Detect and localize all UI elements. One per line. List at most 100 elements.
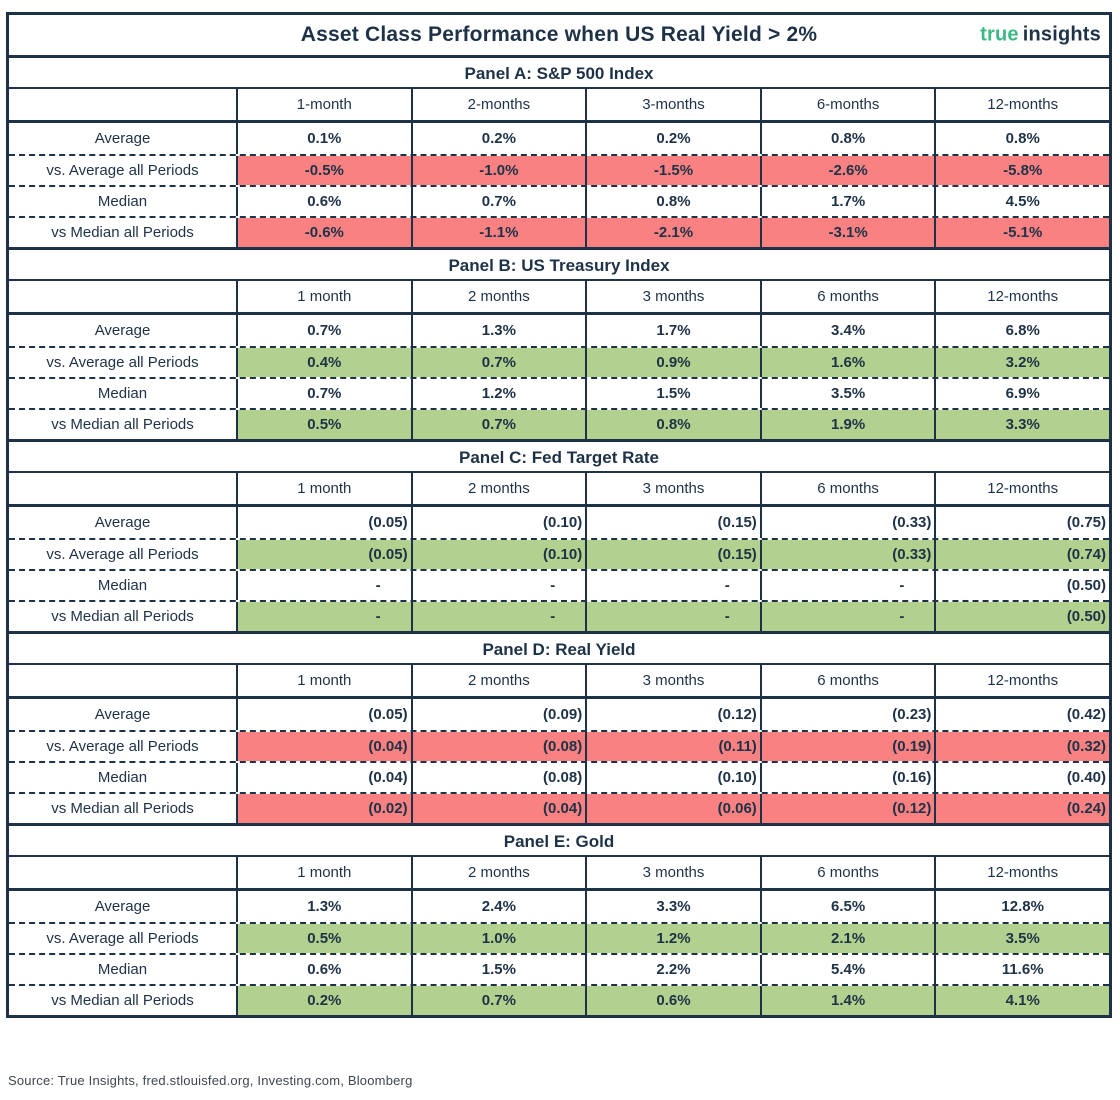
panel-b-column-header-0: 1 month	[236, 281, 411, 312]
panel-e-value-1-0: 0.5%	[236, 924, 411, 953]
panel-e-value-2-0: 0.6%	[236, 955, 411, 984]
panel-e-column-header-1: 2 months	[410, 857, 586, 888]
panel-b-row-label-1: vs. Average all Periods	[46, 354, 199, 371]
panel-a-table-row-0: Average 0.1% 0.2% 0.2% 0.8% 0.8%	[9, 123, 1109, 154]
panel-b-value-0-0: 0.7%	[236, 315, 411, 346]
source-note: Source: True Insights, fred.stlouisfed.o…	[8, 1073, 413, 1088]
panel-a-value-3-2: -2.1%	[585, 218, 760, 247]
panel-a-table-row-2: Median 0.6% 0.7% 0.8% 1.7% 4.5%	[9, 185, 1109, 216]
panel-d-row-label-2: Median	[97, 769, 148, 786]
panel-d-value-3-3: (0.12)	[759, 794, 935, 823]
panel-d-column-header-2: 3 months	[585, 665, 760, 696]
panel-e-value-2-1: 1.5%	[410, 955, 586, 984]
panel-a-value-2-3: 1.7%	[759, 187, 935, 216]
panel-c-value-3-1: -	[410, 602, 586, 631]
panel-d-value-3-4: (0.24)	[934, 794, 1109, 823]
panel-e-title: Panel E: Gold	[9, 826, 1109, 857]
panel-a-value-0-1: 0.2%	[410, 123, 586, 154]
panel-b-column-header-4: 12-months	[934, 281, 1109, 312]
panel-d-value-2-0: (0.04)	[236, 763, 411, 792]
panel-a-value-0-0: 0.1%	[236, 123, 411, 154]
panel-c-table-row-2: Median - - - - (0.50)	[9, 569, 1109, 600]
panel-c-value-0-0: (0.05)	[236, 507, 411, 538]
panel-c-value-0-3: (0.33)	[759, 507, 935, 538]
panel-a-column-header-1: 2-months	[410, 89, 586, 120]
panel-b-value-0-3: 3.4%	[759, 315, 935, 346]
panel-e-value-3-0: 0.2%	[236, 986, 411, 1015]
panel-e-row-label-2: Median	[97, 961, 148, 978]
panel-d-value-3-2: (0.06)	[585, 794, 760, 823]
panel-d-value-0-4: (0.42)	[934, 699, 1109, 730]
panel-b-row-label-0: Average	[94, 322, 151, 339]
panel-d-table-row-0: Average (0.05) (0.09) (0.12) (0.23) (0.42)	[9, 699, 1109, 730]
panel-e-value-0-1: 2.4%	[410, 891, 586, 922]
panel-d-row-label-3: vs Median all Periods	[51, 800, 194, 817]
panel-d-column-header-0: 1 month	[236, 665, 411, 696]
panel-a-value-2-4: 4.5%	[934, 187, 1109, 216]
panel-d-value-2-4: (0.40)	[934, 763, 1109, 792]
panel-c-column-header-1: 2 months	[410, 473, 586, 504]
panel-b-value-2-4: 6.9%	[934, 379, 1109, 408]
panel-a-value-1-3: -2.6%	[759, 156, 935, 185]
panel-e-corner-cell	[9, 857, 236, 888]
panel-c-value-1-3: (0.33)	[759, 540, 935, 569]
panel-b-value-3-3: 1.9%	[759, 410, 935, 439]
panel-e-value-1-2: 1.2%	[585, 924, 760, 953]
panel-a-title: Panel A: S&P 500 Index	[9, 58, 1109, 89]
panel-d-title: Panel D: Real Yield	[9, 634, 1109, 665]
panel-c-row-label-1: vs. Average all Periods	[46, 546, 199, 563]
panel-e-table-row-3: vs Median all Periods 0.2% 0.7% 0.6% 1.4% 4.1…	[9, 984, 1109, 1015]
panel-a-column-header-4: 12-months	[934, 89, 1109, 120]
panel-d-row-label-0: Average	[94, 706, 151, 723]
panel-c-value-2-4: (0.50)	[934, 571, 1109, 600]
panel-e-table-row-1: vs. Average all Periods 0.5% 1.0% 1.2% 2.1% 3…	[9, 922, 1109, 953]
logo-word-insights: insights	[1022, 23, 1101, 46]
panel-e: Panel E: Gold 1 month 2 months 3 months 6 mo…	[9, 823, 1109, 1015]
panel-c-row-label-0: Average	[94, 514, 151, 531]
panel-e-value-0-4: 12.8%	[934, 891, 1109, 922]
panel-d-header-row: 1 month 2 months 3 months 6 months 12-months	[9, 665, 1109, 699]
panel-b-column-header-1: 2 months	[410, 281, 586, 312]
panel-e-value-1-3: 2.1%	[759, 924, 935, 953]
panel-a-row-label-1: vs. Average all Periods	[46, 162, 199, 179]
panel-d-value-0-1: (0.09)	[410, 699, 586, 730]
panel-c-value-2-3: -	[759, 571, 935, 600]
panel-a: Panel A: S&P 500 Index 1-month 2-months 3-m…	[9, 58, 1109, 247]
panel-d-value-3-0: (0.02)	[236, 794, 411, 823]
panel-b-value-2-3: 3.5%	[759, 379, 935, 408]
panel-a-column-header-2: 3-months	[585, 89, 760, 120]
panel-e-value-2-2: 2.2%	[585, 955, 760, 984]
panel-a-column-header-3: 6-months	[759, 89, 935, 120]
panel-d-value-3-1: (0.04)	[410, 794, 586, 823]
panel-e-table-row-0: Average 1.3% 2.4% 3.3% 6.5% 12.8%	[9, 891, 1109, 922]
panel-d-table-row-1: vs. Average all Periods (0.04) (0.08) (0.11…	[9, 730, 1109, 761]
panel-c-value-1-1: (0.10)	[410, 540, 586, 569]
panel-b-value-1-0: 0.4%	[236, 348, 411, 377]
panel-b-value-0-2: 1.7%	[585, 315, 760, 346]
panel-a-value-2-2: 0.8%	[585, 187, 760, 216]
panel-a-value-2-1: 0.7%	[410, 187, 586, 216]
panel-e-column-header-0: 1 month	[236, 857, 411, 888]
panel-c-row-label-2: Median	[97, 577, 148, 594]
panel-b-value-3-2: 0.8%	[585, 410, 760, 439]
panel-b-value-1-3: 1.6%	[759, 348, 935, 377]
panel-e-table-row-2: Median 0.6% 1.5% 2.2% 5.4% 11.6%	[9, 953, 1109, 984]
panel-b-header-row: 1 month 2 months 3 months 6 months 12-months	[9, 281, 1109, 315]
panel-e-value-0-2: 3.3%	[585, 891, 760, 922]
panel-c-row-label-3: vs Median all Periods	[51, 608, 194, 625]
panel-c-column-header-0: 1 month	[236, 473, 411, 504]
panel-e-value-1-1: 1.0%	[410, 924, 586, 953]
panel-c-table-row-3: vs Median all Periods - - - - (0.50)	[9, 600, 1109, 631]
panel-a-header-row: 1-month 2-months 3-months 6-months 12-months	[9, 89, 1109, 123]
panel-d-value-0-2: (0.12)	[585, 699, 760, 730]
panel-d-column-header-1: 2 months	[410, 665, 586, 696]
panel-d-column-header-4: 12-months	[934, 665, 1109, 696]
panel-c-table-row-1: vs. Average all Periods (0.05) (0.10) (0.15…	[9, 538, 1109, 569]
panel-b-value-1-4: 3.2%	[934, 348, 1109, 377]
panel-b-value-3-0: 0.5%	[236, 410, 411, 439]
panel-d-value-2-1: (0.08)	[410, 763, 586, 792]
panel-e-value-2-3: 5.4%	[759, 955, 935, 984]
panel-a-value-3-3: -3.1%	[759, 218, 935, 247]
panel-c-value-1-4: (0.74)	[934, 540, 1109, 569]
panel-e-value-0-0: 1.3%	[236, 891, 411, 922]
